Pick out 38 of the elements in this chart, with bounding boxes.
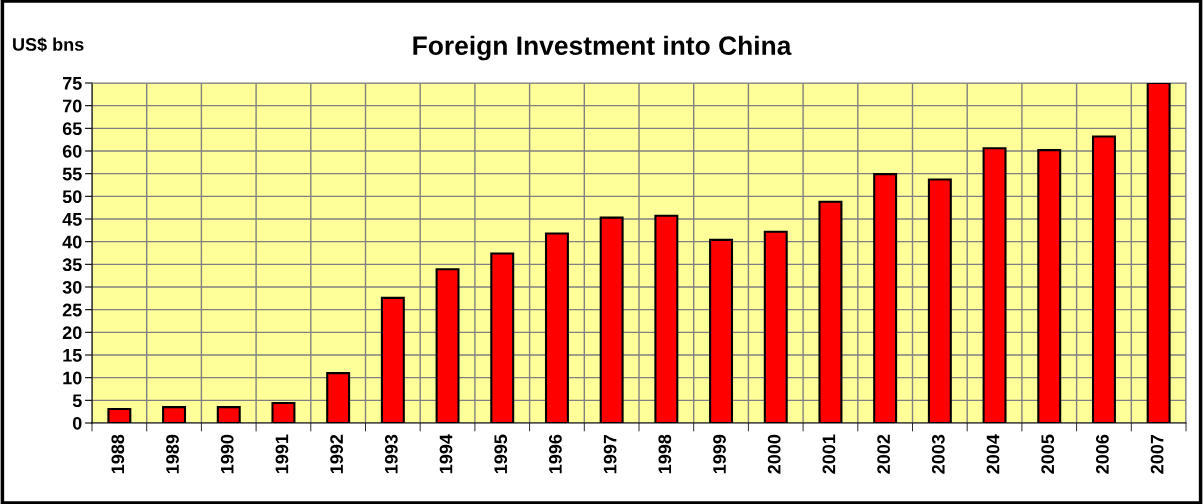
- y-tick-label: 20: [62, 326, 82, 340]
- x-tick-label: 2000: [767, 434, 781, 474]
- x-tick-label: 1999: [713, 434, 726, 474]
- y-tick-label: 65: [62, 122, 82, 136]
- y-tick-label: 30: [62, 280, 82, 294]
- chart-title: Foreign Investment into China: [413, 35, 792, 61]
- y-axis-title: US$ bns: [13, 37, 84, 53]
- x-tick-label: 1995: [494, 434, 508, 474]
- x-tick-label: 1988: [111, 434, 125, 474]
- y-tick-label: 75: [62, 77, 82, 90]
- y-tick-label: 50: [62, 190, 82, 204]
- y-tick-label: 10: [63, 371, 82, 385]
- x-tick-label: 2005: [1041, 434, 1055, 474]
- x-tick-label: 2007: [1150, 434, 1164, 474]
- y-tick-label: 45: [62, 213, 82, 226]
- x-tick-label: 1993: [384, 434, 398, 474]
- x-tick-label: 1996: [549, 434, 562, 474]
- y-tick-label: 25: [62, 303, 82, 317]
- x-tick-label: 2001: [822, 434, 836, 474]
- x-tick-label: 2003: [931, 434, 945, 474]
- y-tick-label: 60: [62, 144, 82, 158]
- x-tick-label: 2002: [877, 434, 890, 474]
- x-tick-label: 1992: [330, 434, 343, 474]
- y-tick-label: 55: [62, 167, 82, 181]
- x-tick-label: 1991: [275, 434, 289, 474]
- y-tick-label: 40: [62, 235, 82, 249]
- x-tick-label: 2004: [986, 434, 1000, 474]
- x-tick-label: 1990: [220, 434, 234, 474]
- x-tick-label: 1994: [439, 434, 453, 474]
- x-tick-label: 1989: [166, 434, 179, 474]
- y-tick-label: 5: [72, 394, 82, 408]
- y-tick-label: 0: [72, 416, 82, 430]
- y-tick-label: 35: [62, 258, 82, 272]
- x-tick-label: 1997: [603, 434, 617, 474]
- x-tick-label: 2006: [1096, 434, 1109, 474]
- x-tick-label: 1998: [658, 434, 672, 474]
- y-tick-label: 70: [62, 99, 82, 113]
- y-tick-label: 15: [63, 349, 82, 362]
